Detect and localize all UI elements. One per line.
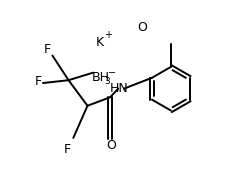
Text: O: O bbox=[137, 21, 147, 34]
Text: F: F bbox=[35, 75, 42, 88]
Text: BH: BH bbox=[92, 71, 110, 84]
Text: −: − bbox=[108, 68, 116, 78]
Text: F: F bbox=[64, 143, 71, 156]
Text: O: O bbox=[106, 139, 116, 152]
Text: K: K bbox=[96, 36, 104, 49]
Text: 3: 3 bbox=[104, 77, 110, 86]
Text: HN: HN bbox=[110, 82, 128, 95]
Text: +: + bbox=[104, 30, 112, 40]
Text: F: F bbox=[44, 43, 51, 56]
